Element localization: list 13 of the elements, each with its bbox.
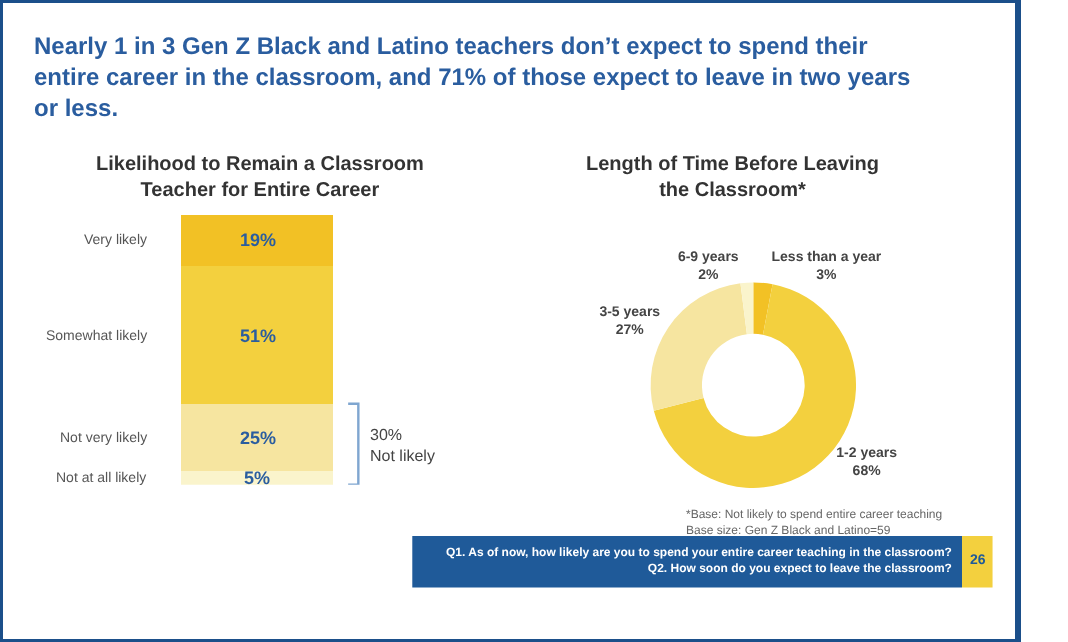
donut-slice (753, 282, 773, 335)
chart-title: Length of Time Before Leaving the Classroom* (586, 154, 879, 202)
bar (181, 215, 333, 267)
bar (181, 266, 333, 404)
text: Nearly 1 in 3 Gen Z Black and Latino teachers don’t expect to spend their entire career in the classroom, and 71% of those expect to leave in two years or less. (34, 32, 911, 123)
chart-subtitle: Likelihood to Remain a Classroom Teacher for Entire Career (96, 154, 425, 202)
text: 30% Not likely (370, 426, 435, 465)
data-label: 5% (244, 468, 271, 488)
data-label: 25% (240, 428, 277, 448)
donut-slice (740, 282, 754, 335)
bar (181, 403, 333, 472)
data-label: 51% (240, 326, 277, 346)
data-label: 19% (240, 230, 277, 250)
